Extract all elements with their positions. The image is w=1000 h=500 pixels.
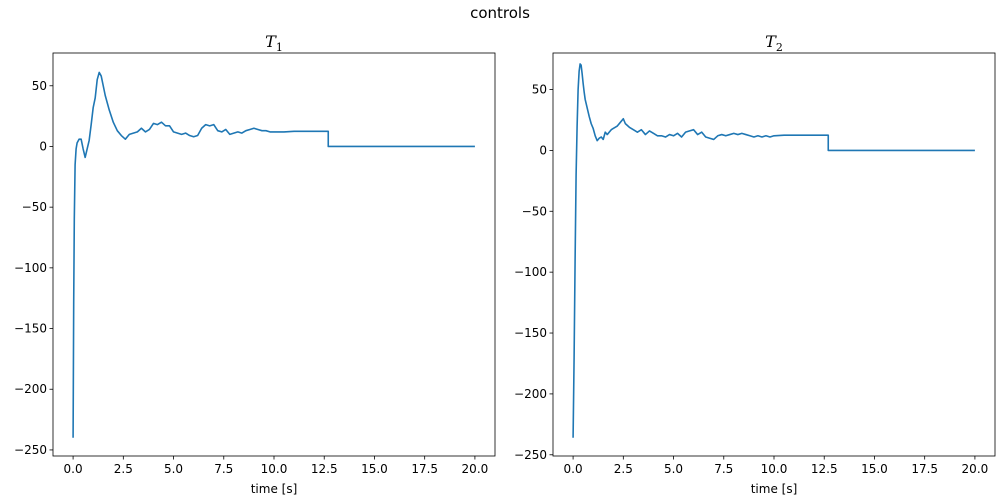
chart-2-ytick-label: −100 (514, 265, 547, 279)
chart-2-ytick-label: −200 (514, 387, 547, 401)
chart-2-xtick-label: 15.0 (861, 462, 888, 476)
chart-2-xtick-label: 10.0 (761, 462, 788, 476)
chart-2-ytick-label: −250 (514, 448, 547, 462)
chart-2-xtick-label: 20.0 (962, 462, 989, 476)
chart-1-ytick-label: −150 (14, 322, 47, 336)
chart-1-xtick-label: 7.5 (214, 462, 233, 476)
chart-1-title: T1 (265, 32, 283, 54)
chart-2-xlabel: time [s] (751, 482, 798, 496)
chart-2-ytick-label: −50 (522, 204, 547, 218)
chart-1-xtick-label: 17.5 (411, 462, 438, 476)
chart-1-ytick-label: −100 (14, 261, 47, 275)
chart-1-ytick-label: −50 (22, 200, 47, 214)
chart-1-xtick-label: 12.5 (311, 462, 338, 476)
chart-panel-t2: 0.0 2.5 5.0 7.5 10.0 12.5 15.0 17.5 20.0 −250 −200… (514, 32, 996, 496)
chart-1-ytick-label: −250 (14, 443, 47, 457)
chart-1-xtick-label: 2.5 (114, 462, 133, 476)
chart-1-series-line (72, 71, 475, 438)
chart-1-xtick-label: 10.0 (261, 462, 288, 476)
chart-panel-t1: 0.0 2.5 5.0 7.5 10.0 12.5 15.0 17.5 20.0 −250 −200… (14, 32, 496, 496)
chart-2-xtick-label: 0.0 (564, 462, 583, 476)
chart-1-xtick-label: 15.0 (361, 462, 388, 476)
chart-2-xtick-label: 12.5 (811, 462, 838, 476)
chart-2-xtick-label: 5.0 (664, 462, 683, 476)
figure-suptitle: controls (470, 4, 530, 22)
chart-1-ytick-label: −200 (14, 382, 47, 396)
chart-1-xlabel: time [s] (251, 482, 298, 496)
chart-2-ytick-label: −150 (514, 326, 547, 340)
chart-1-axes-frame (52, 52, 496, 457)
chart-2-axes-frame (552, 52, 996, 457)
chart-2-title: T2 (765, 32, 783, 54)
chart-1-ytick-label: 50 (32, 79, 47, 93)
chart-2-series-line (572, 63, 975, 438)
chart-1-ytick-label: 0 (39, 139, 47, 153)
chart-2-ytick-label: 0 (539, 143, 547, 157)
chart-1-xtick-label: 20.0 (462, 462, 489, 476)
chart-2-xtick-label: 2.5 (614, 462, 633, 476)
chart-2-xtick-label: 7.5 (714, 462, 733, 476)
chart-2-xtick-label: 17.5 (911, 462, 938, 476)
chart-2-ytick-label: 50 (532, 83, 547, 97)
chart-1-xtick-label: 5.0 (164, 462, 183, 476)
chart-1-xtick-label: 0.0 (64, 462, 83, 476)
